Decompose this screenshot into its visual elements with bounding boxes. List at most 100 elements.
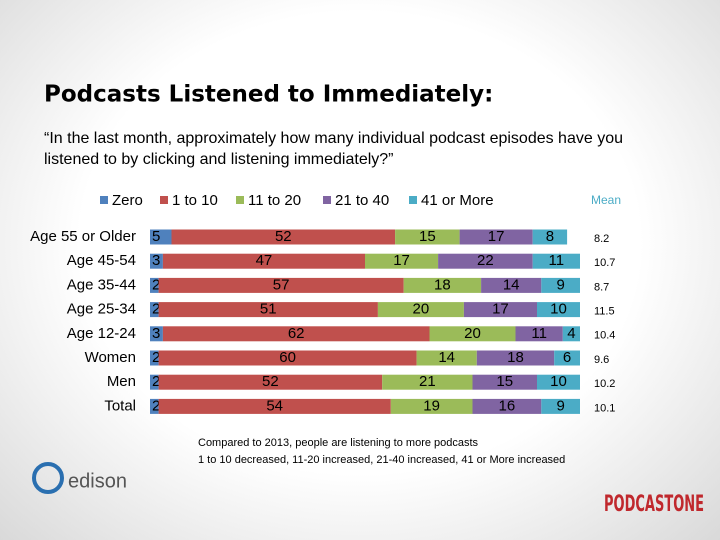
value-label: 16 [499,397,516,414]
value-label: 14 [438,349,455,366]
category-label: Age 12-24 [67,325,136,342]
value-label: 2 [152,373,160,390]
category-label: Men [107,373,136,390]
legend-label: Zero [112,192,143,209]
bar-segment [481,277,542,293]
value-label: 20 [464,325,481,342]
bar-segment [459,229,533,245]
value-label: 60 [279,349,296,366]
value-label: 57 [273,276,290,293]
note: 1 to 10 decreased, 11-20 increased, 21-4… [198,454,565,466]
bar-segment [150,229,172,245]
value-label: 5 [152,228,160,245]
bar-segment [537,302,580,318]
legend-swatch [323,196,331,204]
logo-mark [32,462,64,494]
bar-segment [472,374,537,390]
logo-right: PODCASTONE [604,492,704,517]
bar-segment [476,350,555,366]
legend-label: 21 to 40 [335,192,389,209]
bar-segment [150,277,159,293]
bar-segment [150,326,163,342]
bar-segment [382,374,473,390]
mean-value: 10.4 [594,330,615,342]
legend-swatch [160,196,168,204]
mean-value: 10.1 [594,402,615,414]
mean-value: 8.2 [594,233,609,245]
mean-value: 8.7 [594,281,609,293]
value-label: 22 [477,252,494,269]
value-label: 19 [423,397,440,414]
value-label: 3 [152,252,160,269]
bar-segment [162,326,430,342]
value-label: 8 [546,228,554,245]
bar-segment [158,277,404,293]
bar-segment [438,253,533,269]
value-label: 15 [419,228,436,245]
value-label: 11 [531,325,547,342]
bar-segment [150,350,159,366]
value-label: 18 [434,276,451,293]
bar-segment [162,253,365,269]
mean-value: 10.2 [594,378,615,390]
category-label: Age 35-44 [67,276,136,293]
value-label: 10 [550,373,567,390]
bar-segment [403,277,482,293]
category-label: Age 45-54 [67,252,136,269]
bar-segment [158,374,383,390]
legend-label: 41 or More [421,192,494,209]
value-label: 9 [556,276,564,293]
legend-swatch [100,196,108,204]
bar-segment [158,398,391,414]
value-label: 17 [488,228,505,245]
legend-label: 11 to 20 [248,192,301,209]
category-label: Women [85,349,136,366]
value-label: 54 [266,397,283,414]
bar-segment [532,253,580,269]
bar-segment [541,277,580,293]
value-label: 47 [256,252,273,269]
bar-segment [416,350,477,366]
value-label: 17 [393,252,410,269]
bar-segment [562,326,580,342]
value-label: 51 [260,301,277,318]
value-label: 52 [262,373,279,390]
value-label: 2 [152,301,160,318]
bar-segment [158,302,378,318]
bar-segment [365,253,439,269]
bar-segment [150,398,159,414]
value-label: 62 [288,325,305,342]
legend-swatch [236,196,244,204]
value-label: 2 [152,397,160,414]
logo-left: edison [68,470,127,492]
value-label: 4 [567,325,575,342]
value-label: 11 [549,252,565,269]
value-label: 2 [152,349,160,366]
bar-segment [395,229,460,245]
value-label: 6 [563,349,571,366]
mean-header: Mean [591,193,621,207]
value-label: 21 [419,373,436,390]
bar-segment [515,326,563,342]
bar-segment [472,398,542,414]
bar-segment [429,326,516,342]
chart-title: Podcasts Listened to Immediately: [44,82,493,108]
value-label: 52 [275,228,292,245]
value-label: 9 [556,397,564,414]
bar-segment [541,398,580,414]
value-label: 15 [496,373,513,390]
bar-segment [171,229,396,245]
bar-segment [158,350,417,366]
subtitle: “In the last month, approximately how ma… [44,130,623,168]
bar-segment [463,302,537,318]
category-label: Age 55 or Older [30,228,136,245]
legend-swatch [409,196,417,204]
bar-segment [532,229,568,245]
value-label: 2 [152,276,160,293]
bar-segment [390,398,473,414]
value-label: 17 [492,301,509,318]
category-label: Age 25-34 [67,301,136,318]
mean-value: 10.7 [594,257,615,269]
